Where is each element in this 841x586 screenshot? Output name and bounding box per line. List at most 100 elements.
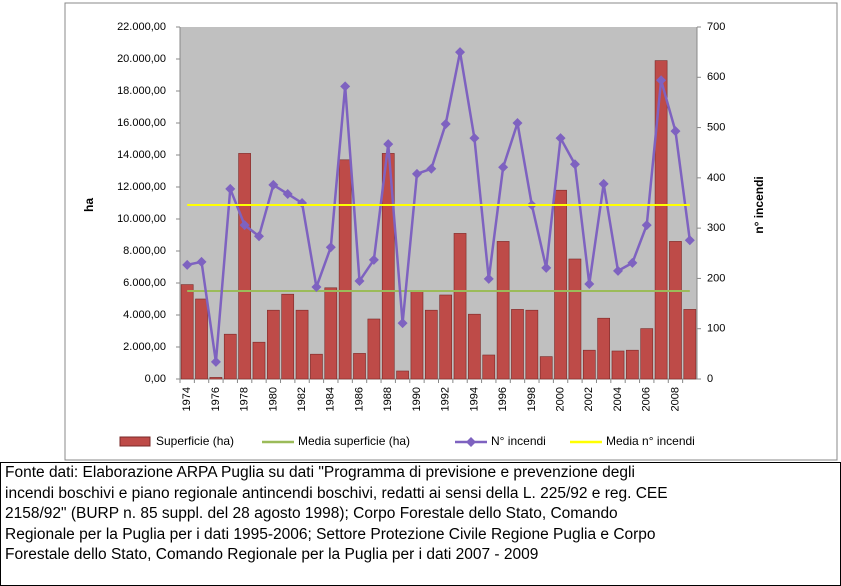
- y2-tick-label: 700: [707, 21, 725, 33]
- x-tick-label: 2008: [669, 387, 681, 411]
- y-tick-label: 22.000,00: [117, 21, 166, 33]
- y-tick-label: 8.000,00: [123, 245, 166, 257]
- y-tick-label: 2.000,00: [123, 341, 166, 353]
- bar: [468, 313, 481, 380]
- marker: [253, 231, 264, 242]
- legend-swatch: [119, 436, 151, 447]
- bar: [209, 377, 223, 380]
- y-tick-label: 0,00: [145, 373, 166, 385]
- x-tick-label: 1974: [181, 387, 193, 411]
- x-tick-label: 2002: [583, 387, 595, 411]
- marker: [282, 188, 293, 199]
- bar: [611, 350, 625, 380]
- marker: [555, 133, 566, 144]
- x-tick-label: 2006: [641, 387, 653, 411]
- marker: [440, 119, 451, 130]
- bar: [626, 349, 639, 380]
- legend-label: Media superficie (ha): [298, 434, 410, 448]
- bar: [338, 159, 352, 380]
- marker: [225, 183, 236, 194]
- bar: [525, 309, 539, 380]
- bar: [238, 153, 251, 380]
- bar: [496, 241, 510, 380]
- marker: [239, 220, 250, 231]
- caption-line: Regionale per la Puglia per i dati 1995-…: [5, 525, 656, 543]
- y2-tick-label: 0: [707, 373, 713, 385]
- marker: [598, 178, 609, 189]
- bar: [424, 309, 438, 380]
- marker: [426, 163, 437, 174]
- bar: [669, 241, 682, 380]
- marker: [541, 262, 552, 273]
- marker: [670, 126, 681, 137]
- bar: [180, 284, 194, 380]
- line: [186, 51, 692, 363]
- bar: [640, 328, 654, 380]
- bar: [568, 258, 582, 380]
- bar: [367, 318, 381, 380]
- y2-tick-label: 300: [707, 222, 725, 234]
- marker: [383, 139, 394, 150]
- marker: [569, 159, 580, 170]
- legend-label: N° incendi: [491, 434, 546, 448]
- bar: [223, 333, 237, 380]
- bar: [195, 298, 208, 380]
- marker: [325, 242, 336, 253]
- bar: [310, 353, 323, 380]
- x-tick-label: 1986: [353, 387, 365, 411]
- marker: [397, 318, 408, 329]
- x-tick-label: 2000: [554, 387, 566, 411]
- y2-tick-label: 200: [707, 272, 725, 284]
- y2-tick-label: 400: [707, 172, 725, 184]
- bar: [410, 290, 424, 380]
- marker: [368, 254, 379, 265]
- y-tick-label: 10.000,00: [117, 213, 166, 225]
- marker: [210, 356, 221, 367]
- x-tick-label: 1976: [210, 387, 222, 411]
- x-tick-label: 1992: [440, 387, 452, 411]
- marker: [311, 281, 322, 292]
- bar: [453, 233, 467, 380]
- y-tick-label: 6.000,00: [123, 277, 166, 289]
- marker: [613, 265, 624, 276]
- bar: [267, 309, 280, 380]
- bar: [324, 287, 338, 380]
- x-tick-label: 1988: [382, 387, 394, 411]
- x-tick-label: 1990: [411, 387, 423, 411]
- y-tick-label: 20.000,00: [117, 53, 166, 65]
- bar: [295, 309, 309, 380]
- legend-label: Media n° incendi: [606, 434, 695, 448]
- caption-box: Fonte dati: Elaborazione ARPA Puglia su …: [0, 462, 841, 586]
- bar: [482, 354, 496, 380]
- marker: [455, 47, 466, 58]
- y-tick-label: 16.000,00: [117, 117, 166, 129]
- y-tick-label: 4.000,00: [123, 309, 166, 321]
- marker: [354, 275, 365, 286]
- x-tick-label: 1996: [497, 387, 509, 411]
- marker: [627, 257, 638, 268]
- bar: [597, 317, 610, 380]
- plot-area: [180, 27, 697, 379]
- caption-line: 2158/92" (BURP n. 85 suppl. del 28 agost…: [5, 505, 618, 523]
- bar: [252, 341, 266, 380]
- bar: [439, 294, 453, 380]
- bar: [281, 293, 295, 380]
- bar: [683, 309, 697, 380]
- marker: [182, 259, 193, 270]
- marker: [584, 278, 595, 289]
- marker: [483, 273, 494, 284]
- y2-axis-title: n° incendi: [752, 176, 766, 233]
- marker: [656, 75, 667, 86]
- x-tick-label: 1982: [296, 387, 308, 411]
- bar: [582, 349, 596, 380]
- bar: [654, 60, 668, 380]
- marker: [411, 168, 422, 179]
- chart: ha n° incendi 0,00 2.000,00 4.000,00 6.000,…: [64, 2, 838, 461]
- caption-line: Fonte dati: Elaborazione ARPA Puglia su …: [5, 464, 635, 481]
- y-tick-label: 18.000,00: [117, 85, 166, 97]
- marker: [684, 235, 695, 246]
- bar: [396, 370, 409, 380]
- x-tick-label: 1980: [267, 387, 279, 411]
- marker: [641, 220, 652, 231]
- marker: [512, 118, 523, 129]
